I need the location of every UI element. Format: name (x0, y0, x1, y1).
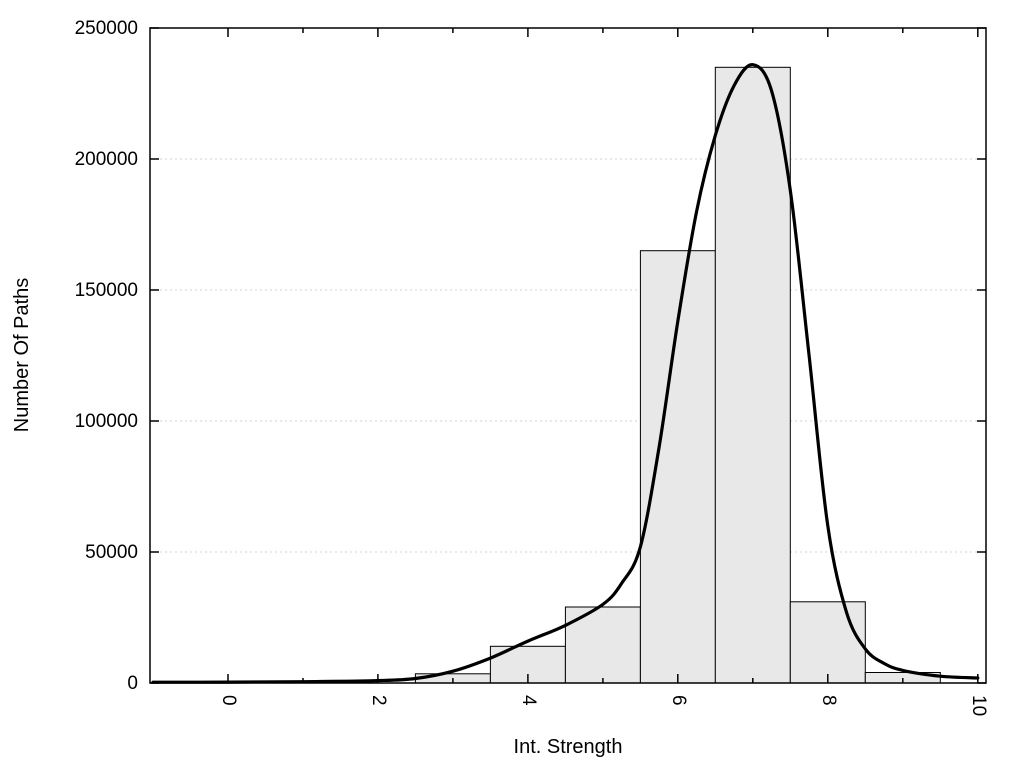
density-curve-path (151, 63, 980, 684)
y-axis-title: Number Of Paths (11, 278, 33, 433)
x-tick-label: 0 (218, 695, 239, 706)
x-axis-title: Int. Strength (514, 736, 623, 758)
density-curve (151, 63, 980, 684)
axes-frame (149, 27, 987, 684)
y-tick-label: 250000 (75, 18, 138, 39)
grid-lines (150, 27, 986, 553)
histogram-bars (414, 66, 941, 684)
y-tick-labels: 0 50000 100000 150000 200000 250000 (75, 18, 138, 694)
x-tick-labels: 0 2 4 6 8 10 (218, 695, 989, 716)
y-tick-label: 100000 (75, 411, 138, 432)
y-tick-label: 0 (127, 673, 138, 694)
y-tick-label: 200000 (75, 149, 138, 170)
plot-frame (149, 27, 987, 684)
x-tick-label: 4 (518, 695, 539, 706)
histogram-bar (789, 601, 866, 684)
y-tick-label: 50000 (85, 542, 138, 563)
x-tick-label: 8 (818, 695, 839, 706)
x-tick-label: 6 (668, 695, 689, 706)
x-tick-label: 10 (968, 695, 989, 716)
x-tick-label: 2 (368, 695, 389, 706)
histogram-bar (714, 66, 791, 684)
y-tick-label: 150000 (75, 280, 138, 301)
